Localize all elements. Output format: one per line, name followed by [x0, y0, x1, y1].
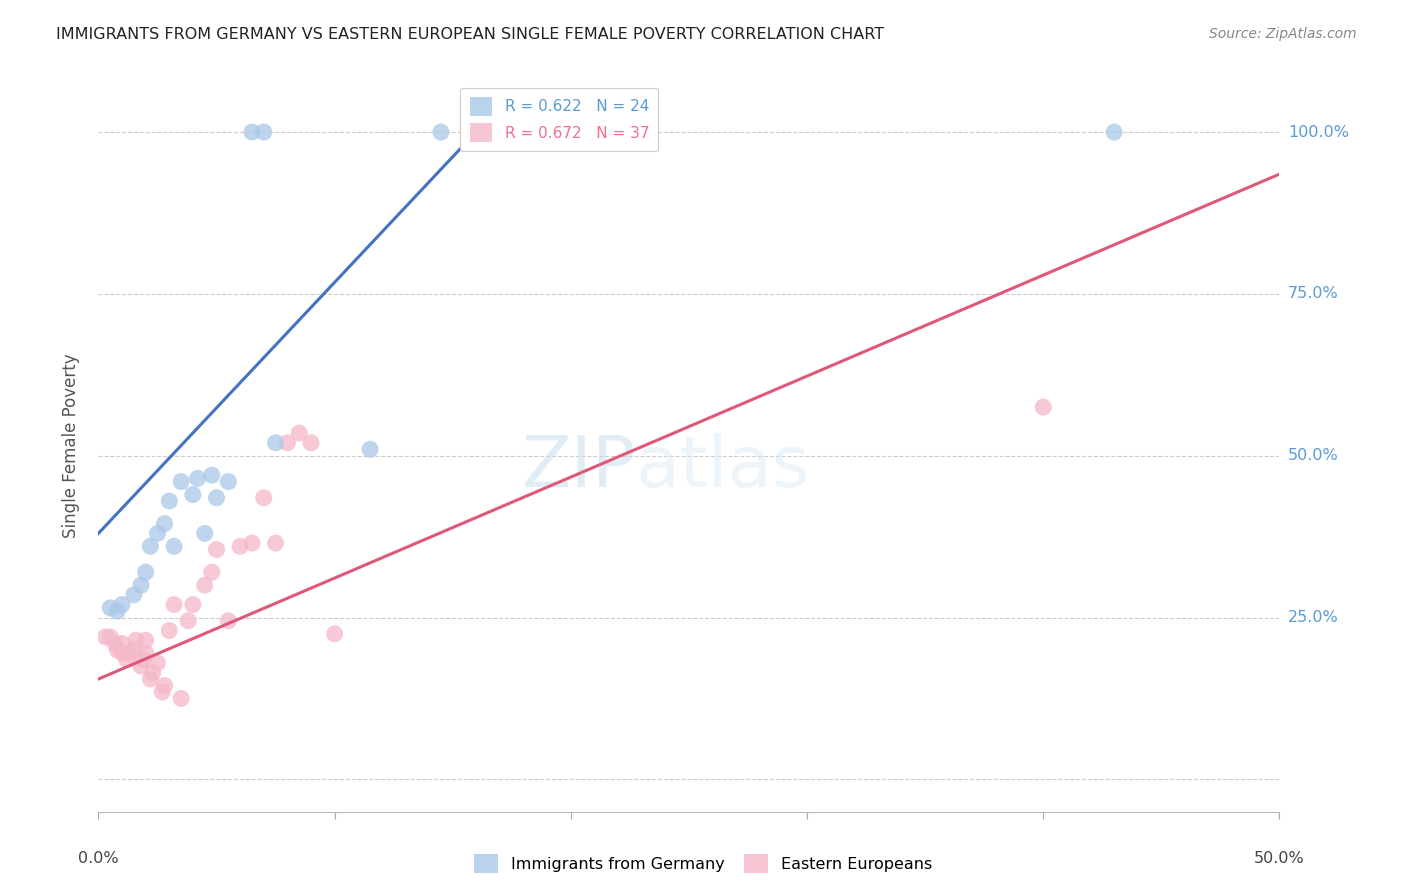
Point — [115, 652, 138, 666]
Point — [122, 588, 145, 602]
Point — [142, 665, 165, 680]
Point — [111, 598, 134, 612]
Point — [125, 633, 148, 648]
Point — [288, 425, 311, 440]
Point — [323, 626, 346, 640]
Point — [170, 691, 193, 706]
Point — [217, 614, 239, 628]
Point — [253, 125, 276, 139]
Y-axis label: Single Female Poverty: Single Female Poverty — [62, 354, 80, 538]
Point — [98, 600, 121, 615]
Point — [276, 435, 298, 450]
Point — [299, 435, 322, 450]
Point — [194, 526, 217, 541]
Point — [139, 539, 162, 553]
Point — [122, 643, 145, 657]
Point — [1032, 400, 1054, 414]
Point — [201, 468, 224, 483]
Point — [111, 646, 134, 660]
Point — [129, 659, 152, 673]
Point — [359, 442, 381, 457]
Point — [111, 636, 134, 650]
Legend: Immigrants from Germany, Eastern Europeans: Immigrants from Germany, Eastern Europea… — [468, 847, 938, 880]
Point — [205, 542, 228, 557]
Point — [217, 475, 239, 489]
Point — [105, 643, 128, 657]
Point — [187, 471, 209, 485]
Point — [253, 491, 276, 505]
Point — [157, 494, 180, 508]
Point — [194, 578, 217, 592]
Legend: R = 0.622   N = 24, R = 0.672   N = 37: R = 0.622 N = 24, R = 0.672 N = 37 — [460, 88, 658, 151]
Text: atlas: atlas — [636, 434, 810, 502]
Point — [163, 598, 186, 612]
Point — [163, 539, 186, 553]
Text: ZIP: ZIP — [522, 434, 636, 502]
Point — [205, 491, 228, 505]
Point — [135, 566, 157, 580]
Point — [129, 578, 152, 592]
Point — [132, 652, 155, 666]
Point — [240, 536, 263, 550]
Text: 100.0%: 100.0% — [1288, 125, 1348, 139]
Point — [229, 539, 252, 553]
Point — [139, 672, 162, 686]
Text: 50.0%: 50.0% — [1254, 851, 1305, 865]
Point — [94, 630, 117, 644]
Point — [157, 624, 180, 638]
Point — [181, 598, 204, 612]
Point — [135, 646, 157, 660]
Point — [1102, 125, 1125, 139]
Point — [240, 125, 263, 139]
Point — [118, 646, 141, 660]
Point — [153, 678, 176, 692]
Text: Source: ZipAtlas.com: Source: ZipAtlas.com — [1209, 27, 1357, 41]
Point — [430, 125, 453, 139]
Text: 50.0%: 50.0% — [1288, 448, 1339, 463]
Point — [146, 526, 169, 541]
Point — [177, 614, 200, 628]
Text: IMMIGRANTS FROM GERMANY VS EASTERN EUROPEAN SINGLE FEMALE POVERTY CORRELATION CH: IMMIGRANTS FROM GERMANY VS EASTERN EUROP… — [56, 27, 884, 42]
Text: 25.0%: 25.0% — [1288, 610, 1339, 625]
Point — [146, 656, 169, 670]
Point — [105, 604, 128, 618]
Text: 75.0%: 75.0% — [1288, 286, 1339, 301]
Point — [264, 536, 287, 550]
Point — [170, 475, 193, 489]
Point — [98, 630, 121, 644]
Point — [181, 487, 204, 501]
Point — [153, 516, 176, 531]
Point — [135, 633, 157, 648]
Point — [104, 636, 127, 650]
Text: 0.0%: 0.0% — [79, 851, 118, 865]
Point — [201, 566, 224, 580]
Point — [150, 685, 173, 699]
Point — [264, 435, 287, 450]
